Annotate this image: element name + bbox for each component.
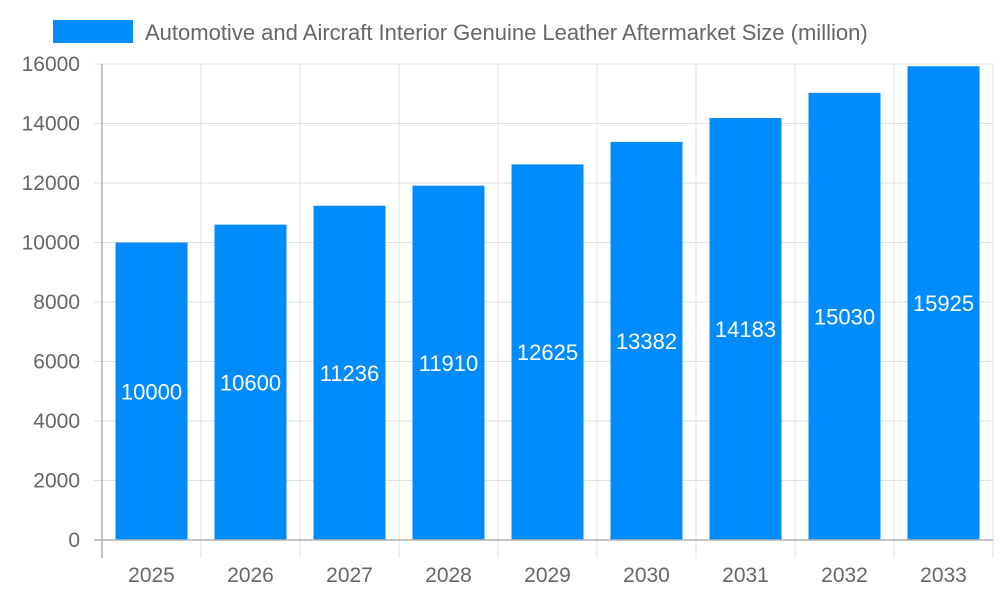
x-tick-label: 2028 [425,564,472,587]
y-tick-label: 8000 [33,291,80,314]
bars: 10000 10600 11236 11910 12625 13382 14183 15030… [115,66,980,541]
data-label: 11910 [419,351,479,376]
data-label: 10000 [121,379,182,404]
data-label: 15030 [814,304,875,329]
y-tick-label: 14000 [22,113,80,136]
bar [709,118,782,540]
bar [412,185,485,541]
y-tick-label: 12000 [22,172,80,195]
y-tick-label: 4000 [33,410,80,433]
bar [313,205,386,540]
x-tick-label: 2030 [623,564,670,587]
y-tick-label: 16000 [22,53,80,76]
data-label: 13382 [616,329,677,354]
y-tick-label: 0 [68,529,80,552]
axes: 0 2000 4000 6000 8000 10000 12000 14000 16000 202… [22,53,993,587]
bar [214,224,287,540]
data-label: 15925 [913,291,974,316]
bar [808,92,881,541]
data-label: 12625 [517,340,578,365]
x-tick-label: 2025 [128,564,175,587]
data-label: 10600 [220,370,281,395]
y-tick-label: 10000 [22,232,80,255]
y-tick-label: 6000 [33,351,80,374]
bar [115,242,188,540]
x-tick-label: 2033 [920,564,967,587]
legend-label: Automotive and Aircraft Interior Genuine… [145,20,868,45]
x-tick-label: 2032 [821,564,868,587]
legend-swatch [53,20,133,43]
bar [610,141,683,540]
data-label: 11236 [320,361,380,386]
bar [907,66,980,540]
x-tick-label: 2027 [326,564,373,587]
x-tick-label: 2031 [722,564,769,587]
legend: Automotive and Aircraft Interior Genuine… [53,20,868,45]
y-tick-label: 2000 [33,470,80,493]
data-label: 14183 [715,317,776,342]
x-tick-label: 2029 [524,564,571,587]
bar [511,164,584,540]
x-tick-label: 2026 [227,564,274,587]
